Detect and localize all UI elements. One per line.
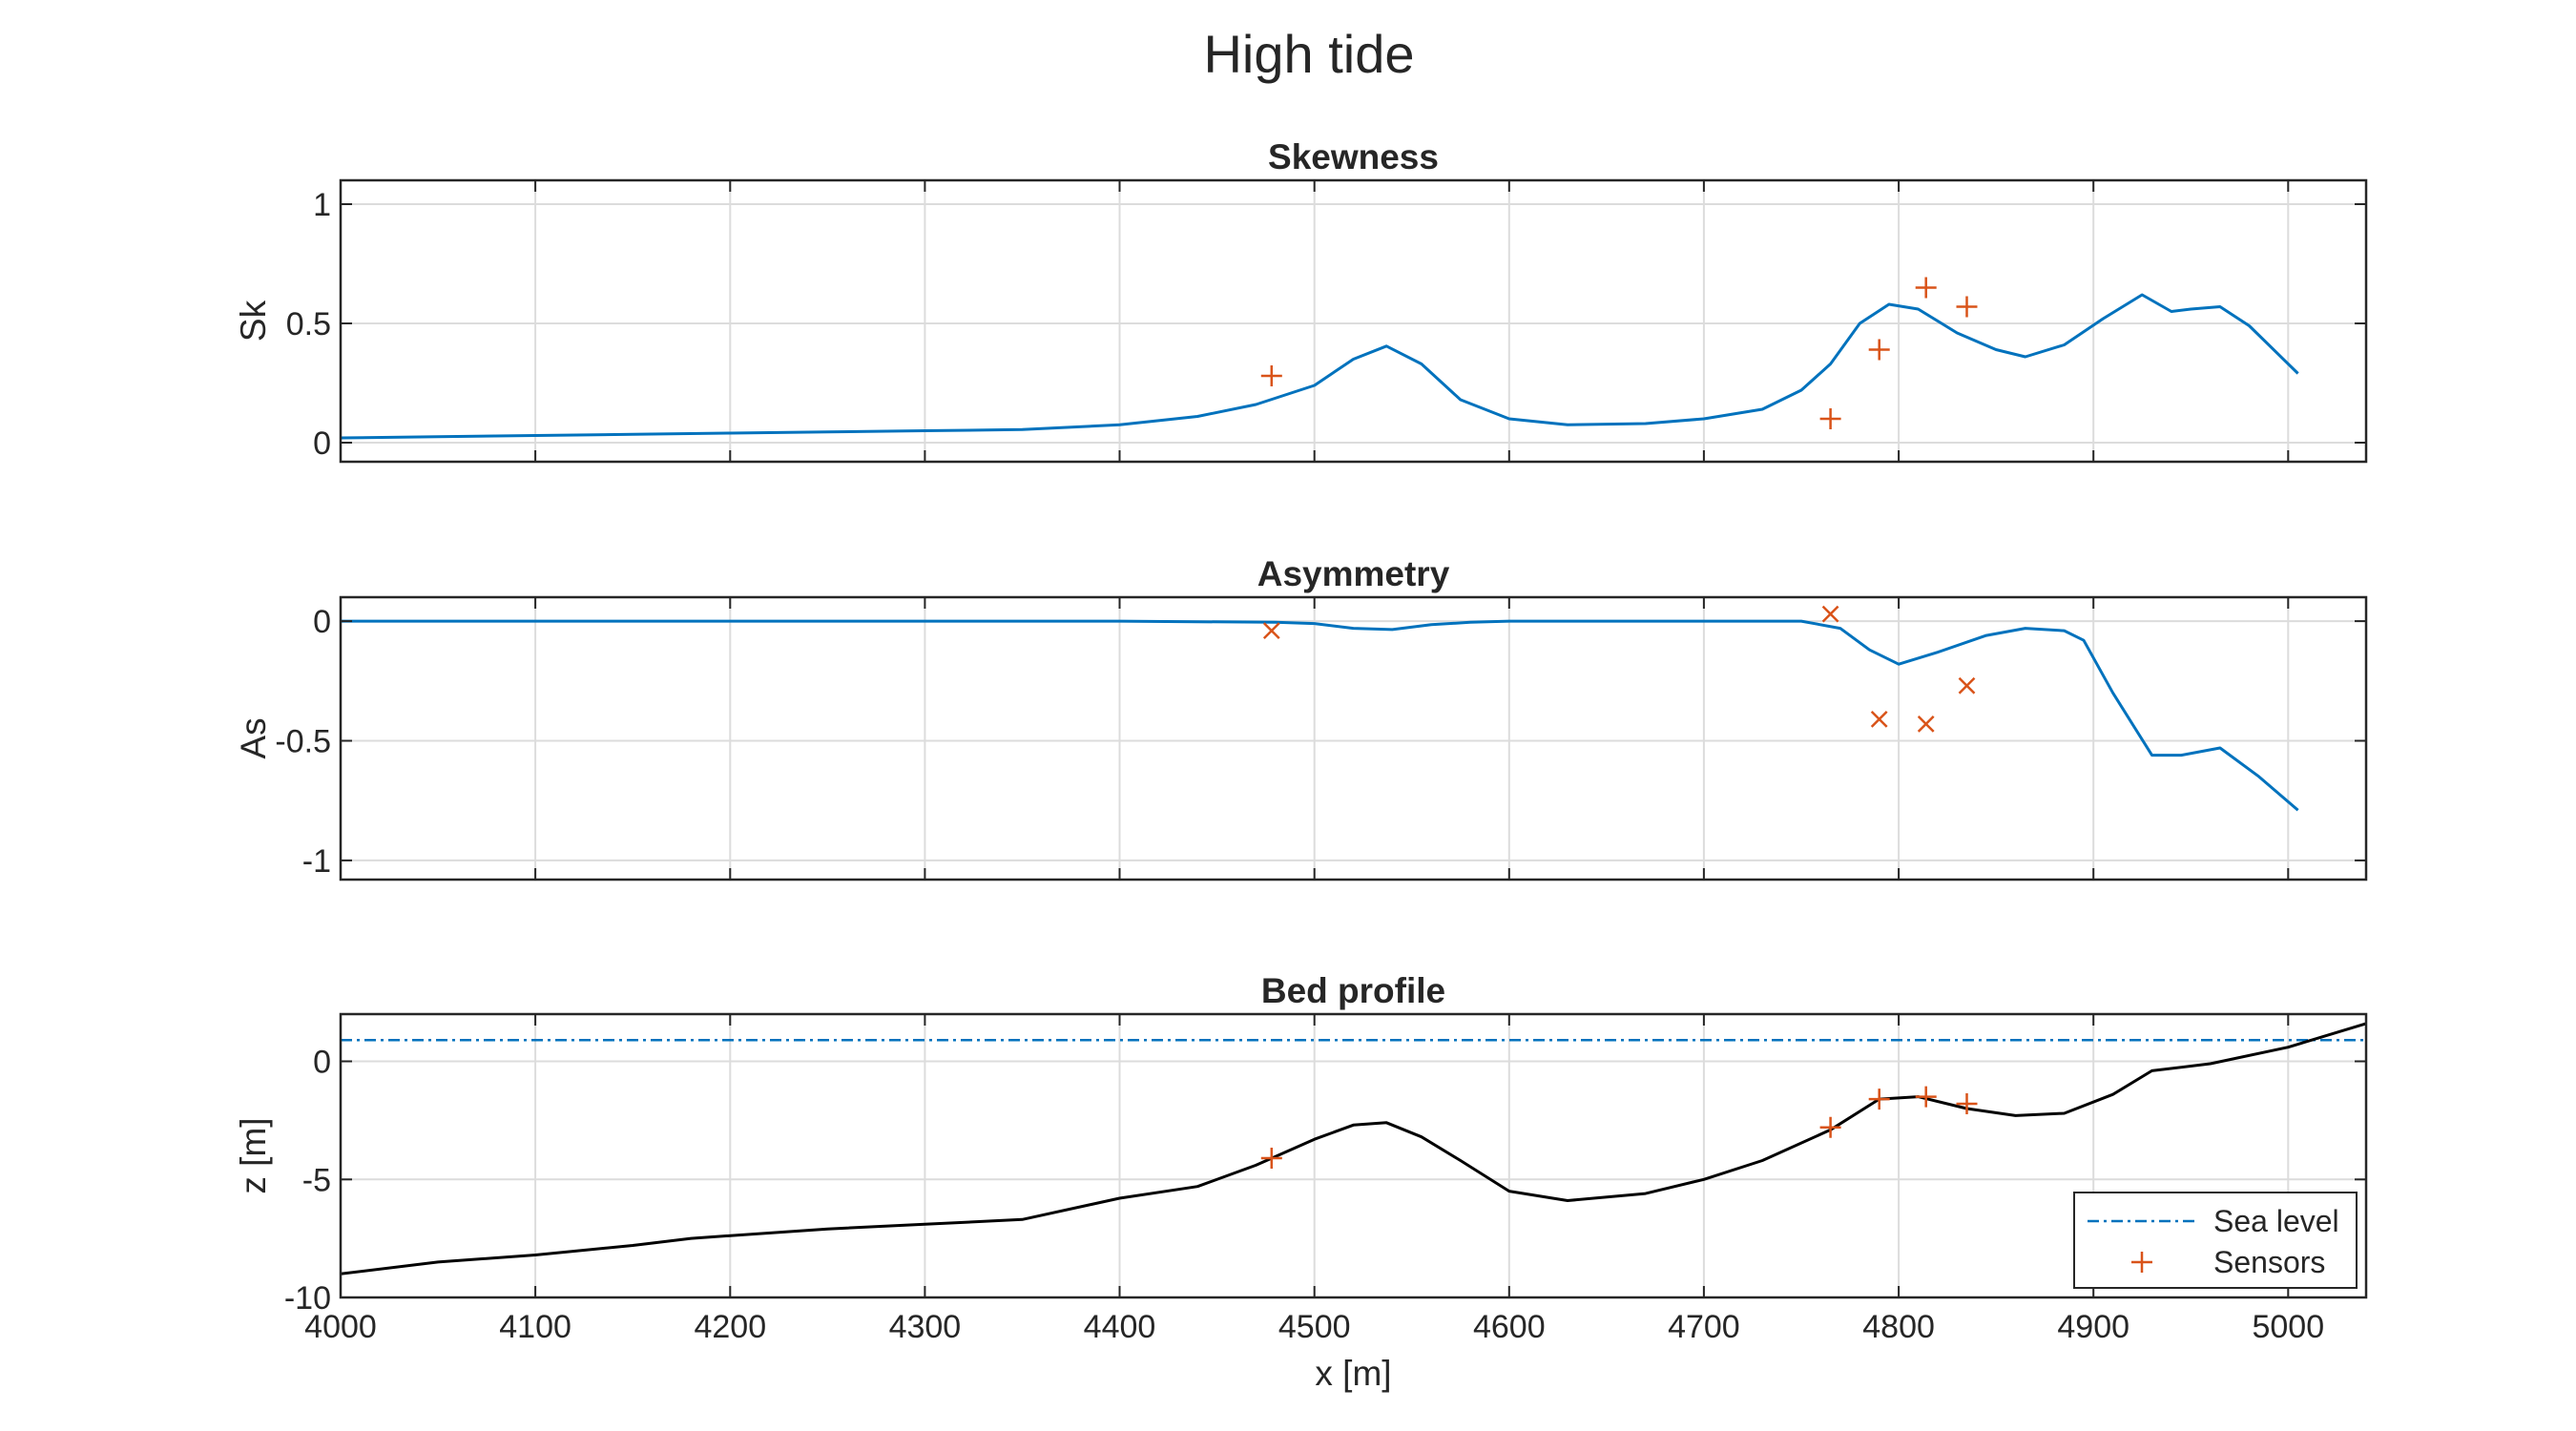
x-tick-label: 4300 [889, 1309, 962, 1345]
y-axis-label: z [m] [234, 1117, 273, 1193]
plot-area [341, 180, 2366, 462]
x-tick-label: 4700 [1668, 1309, 1740, 1345]
y-tick-label: 0 [313, 1045, 331, 1081]
subplot-2: -1 -0.5 0 Asymmetry As [234, 554, 2368, 881]
y-tick-label: -0.5 [275, 724, 331, 760]
subplot-title: Skewness [1268, 137, 1439, 176]
y-tick-label: -10 [284, 1280, 331, 1317]
sensor-marker [1819, 1116, 1841, 1138]
y-tick-label: 0 [313, 604, 331, 640]
y-tick-label: -5 [302, 1162, 331, 1198]
sensor-marker [1260, 365, 1282, 386]
sensor-marker [1917, 716, 1935, 733]
figure-title: High tide [1203, 24, 1414, 84]
series-line-1 [341, 619, 2299, 812]
legend: Sea level Sensors [2073, 1192, 2358, 1289]
x-tick-label: 4800 [1862, 1309, 1935, 1345]
sensor-marker [1821, 605, 1839, 623]
x-tick-label: 4200 [694, 1309, 766, 1345]
series-line-2 [341, 1022, 2366, 1275]
y-tick-label: 0 [313, 425, 331, 462]
x-tick-label: 4900 [2057, 1309, 2129, 1345]
x-axis-label: x [m] [1315, 1354, 1391, 1393]
sensor-marker [1262, 622, 1280, 639]
y-tick-label: 1 [313, 187, 331, 223]
sensor-marker [1819, 408, 1841, 429]
plot-series [341, 1022, 2366, 1275]
legend-sea-level-label: Sea level [2213, 1204, 2339, 1238]
plot-series [341, 605, 2299, 812]
sensor-marker [1915, 1086, 1937, 1108]
series-line-1 [341, 293, 2299, 440]
sensor-marker [1260, 1148, 1282, 1169]
x-tick-label: 4400 [1084, 1309, 1156, 1345]
subplot-1: 0 0.5 1 Skewness Sk [234, 137, 2368, 464]
sensor-marker [1956, 296, 1978, 318]
sensor-marker [1870, 711, 1888, 728]
y-axis-label: Sk [234, 300, 273, 342]
axes-box [339, 1012, 2368, 1299]
y-tick-label: 0.5 [286, 306, 331, 342]
x-tick-label: 4100 [499, 1309, 571, 1345]
x-tick-label: 4500 [1278, 1309, 1351, 1345]
y-tick-label: -1 [302, 843, 331, 880]
plot-area [341, 1014, 2366, 1297]
legend-sensors-swatch [2131, 1252, 2152, 1273]
sensor-marker [1868, 339, 1890, 361]
axes-box [339, 595, 2368, 881]
subplot-3: -10 -5 0 4000 4100 4200 4300 4400 4500 4600 4700 48… [234, 971, 2368, 1393]
subplot-panels: 0 0.5 1 Skewness Sk -1 -0.5 0 Asymmetry As -10 -5 0 4… [234, 137, 2368, 1393]
subplot-title: Asymmetry [1257, 554, 1450, 593]
sensor-marker [1956, 1093, 1978, 1114]
x-tick-label: 4600 [1473, 1309, 1546, 1345]
sensor-marker [1868, 1089, 1890, 1110]
x-tick-label: 5000 [2252, 1309, 2324, 1345]
sensor-marker [1958, 676, 1976, 695]
x-tick-label: 4000 [304, 1309, 377, 1345]
y-axis-label: As [234, 717, 273, 758]
legend-sensors-label: Sensors [2213, 1245, 2325, 1279]
plot-series [341, 277, 2299, 440]
sensor-marker [1915, 277, 1937, 299]
axes-box [339, 178, 2368, 464]
legend-box [2073, 1192, 2358, 1289]
subplot-title: Bed profile [1261, 971, 1445, 1010]
plot-area [341, 597, 2366, 880]
